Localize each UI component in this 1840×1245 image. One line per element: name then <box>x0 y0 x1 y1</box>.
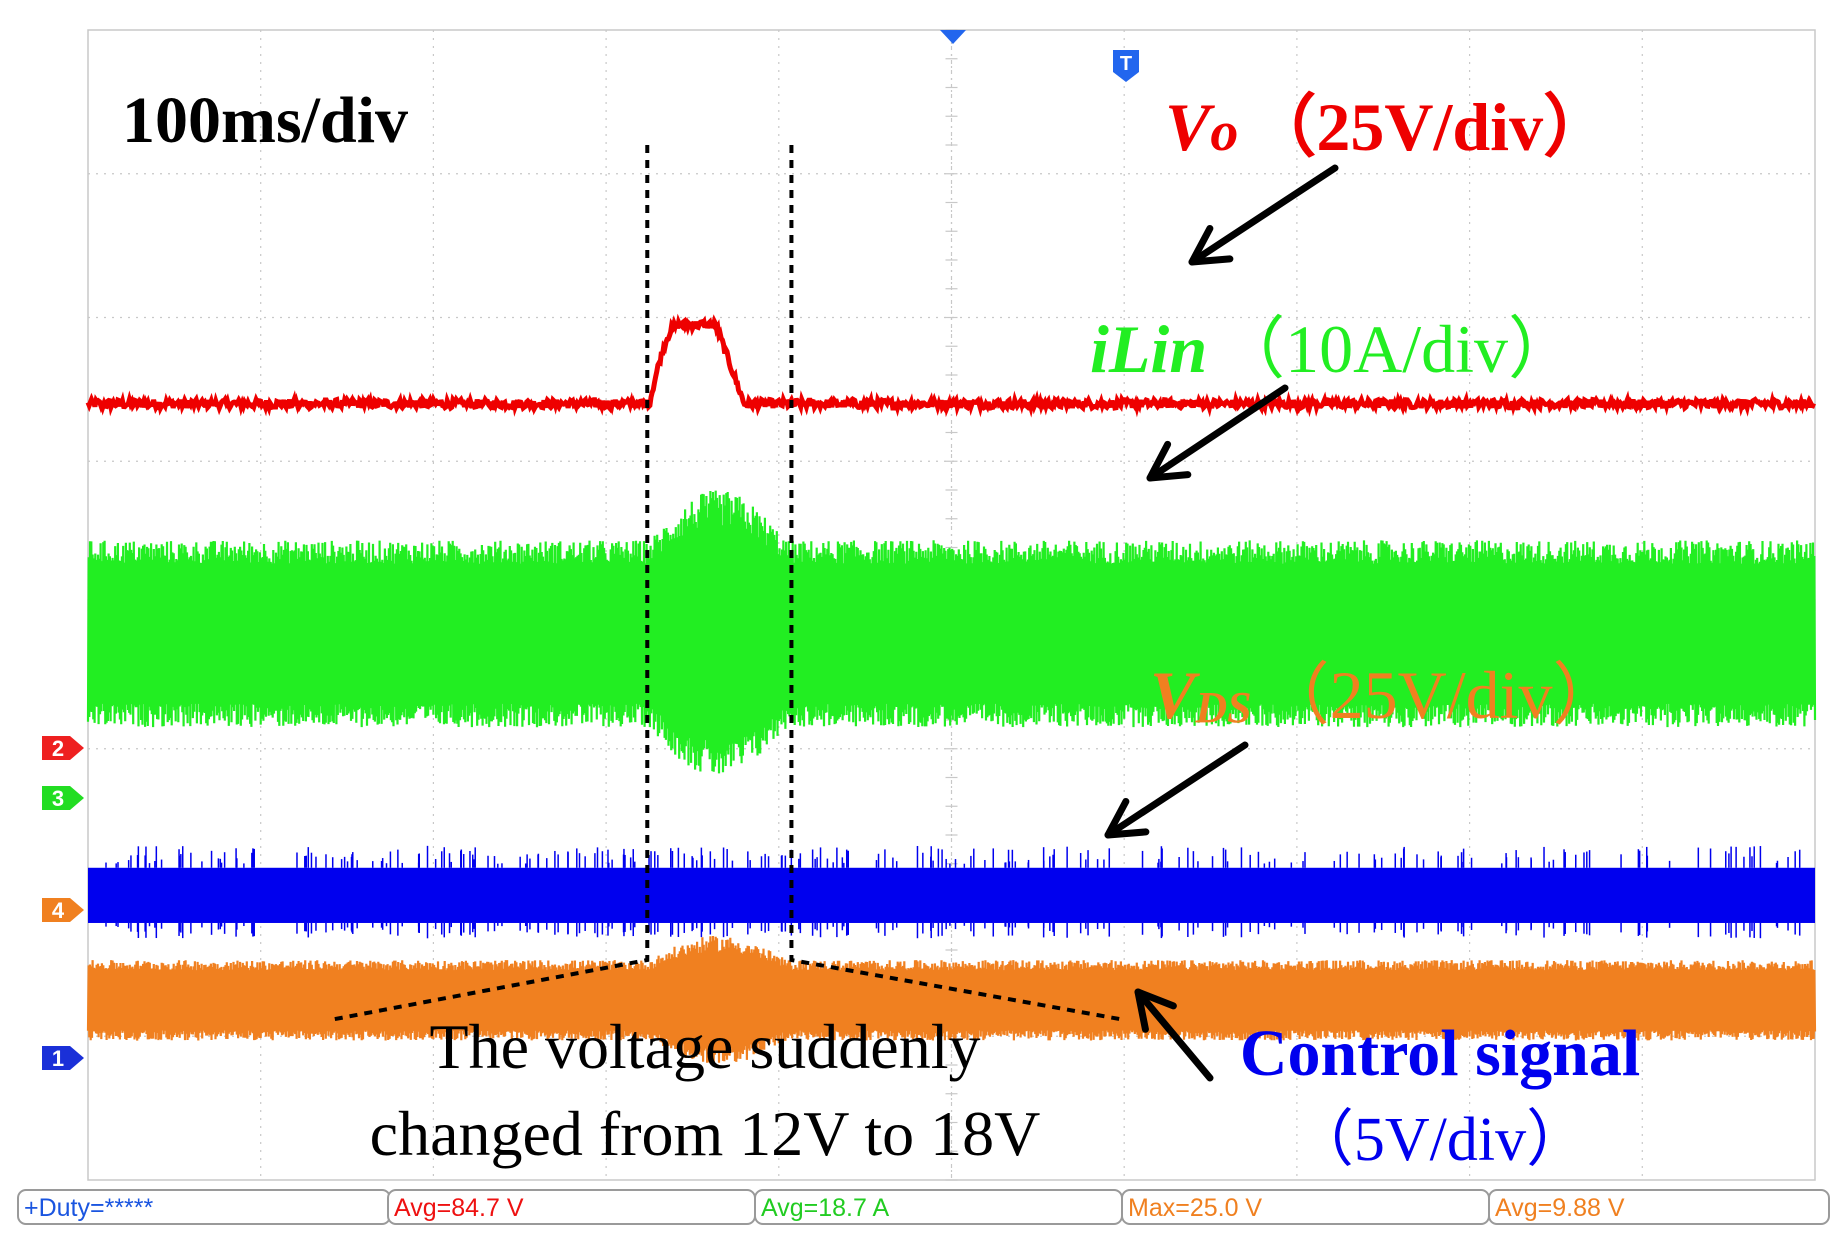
trace-vds <box>86 935 1817 1064</box>
trace-control-band <box>88 867 1815 923</box>
trigger-level-marker: T <box>1113 50 1139 82</box>
vo-scale-label: （25V/div） <box>1248 89 1611 165</box>
channel-markers: 2 3 4 1 <box>42 736 84 1071</box>
control-signal-label: Control signal <box>1240 1017 1640 1090</box>
measurement-value: +Duty=***** <box>24 1194 154 1222</box>
arrow-control-head <box>1134 988 1177 1033</box>
arrow-vds <box>1104 741 1249 839</box>
svg-text:T: T <box>1120 53 1132 75</box>
measurement-value: Avg=18.7 A <box>761 1194 889 1222</box>
vds-label-sub: DS <box>1194 683 1251 732</box>
channel-marker-label: 1 <box>52 1046 64 1071</box>
annotation-arrows <box>1104 164 1339 1082</box>
measurement-bar: +Duty=***** Avg=84.7 V Avg=18.7 A Max=25.0 … <box>17 1189 1830 1225</box>
measurement-value: Avg=84.7 V <box>394 1194 524 1222</box>
vds-label-main: V <box>1150 657 1200 733</box>
channel-marker <box>42 1046 84 1070</box>
arrow-vds-head <box>1104 797 1150 839</box>
measurement-value: Max=25.0 V <box>1128 1194 1262 1222</box>
transient-window-lines <box>329 145 1126 1022</box>
channel-marker <box>42 898 84 922</box>
ilin-label-main: iLin <box>1090 311 1207 387</box>
channel-marker <box>42 786 84 810</box>
control-signal-scale-label: （5V/div） <box>1292 1106 1588 1174</box>
measurement-value: Avg=9.88 V <box>1495 1194 1625 1222</box>
annotation-line-1: The voltage suddenly <box>430 1011 981 1082</box>
ilin-label: iLin （10A/div） <box>1090 311 1576 387</box>
vo-label-main: V <box>1165 89 1215 165</box>
trace-vo <box>85 313 1816 418</box>
transient-window-left <box>329 145 650 1022</box>
vds-scale-label: （25V/div） <box>1262 657 1621 733</box>
trigger-position-marker <box>940 30 966 44</box>
arrow-vo-head <box>1188 224 1234 266</box>
arrow-control <box>1134 988 1214 1082</box>
measurement-box <box>1488 1189 1830 1225</box>
arrow-vo <box>1188 164 1339 266</box>
transient-window-right <box>789 145 1126 1022</box>
vds-label: VDS （25V/div） <box>1150 657 1621 733</box>
vo-label: Vo （25V/div） <box>1165 89 1611 165</box>
channel-marker-label: 4 <box>52 898 65 923</box>
arrow-ilin <box>1146 384 1289 482</box>
channel-marker-label: 2 <box>52 736 64 761</box>
annotation-line-2: changed from 12V to 18V <box>370 1098 1041 1169</box>
ilin-scale-label: （10A/div） <box>1217 311 1576 387</box>
trace-ilin <box>86 490 1817 774</box>
channel-marker <box>42 736 84 760</box>
channel-marker-label: 3 <box>52 786 64 811</box>
arrow-ilin-head <box>1146 440 1192 482</box>
vo-label-sub: o <box>1210 101 1238 163</box>
traces <box>85 313 1817 1064</box>
time-scale-title: 100ms/div <box>122 84 408 157</box>
